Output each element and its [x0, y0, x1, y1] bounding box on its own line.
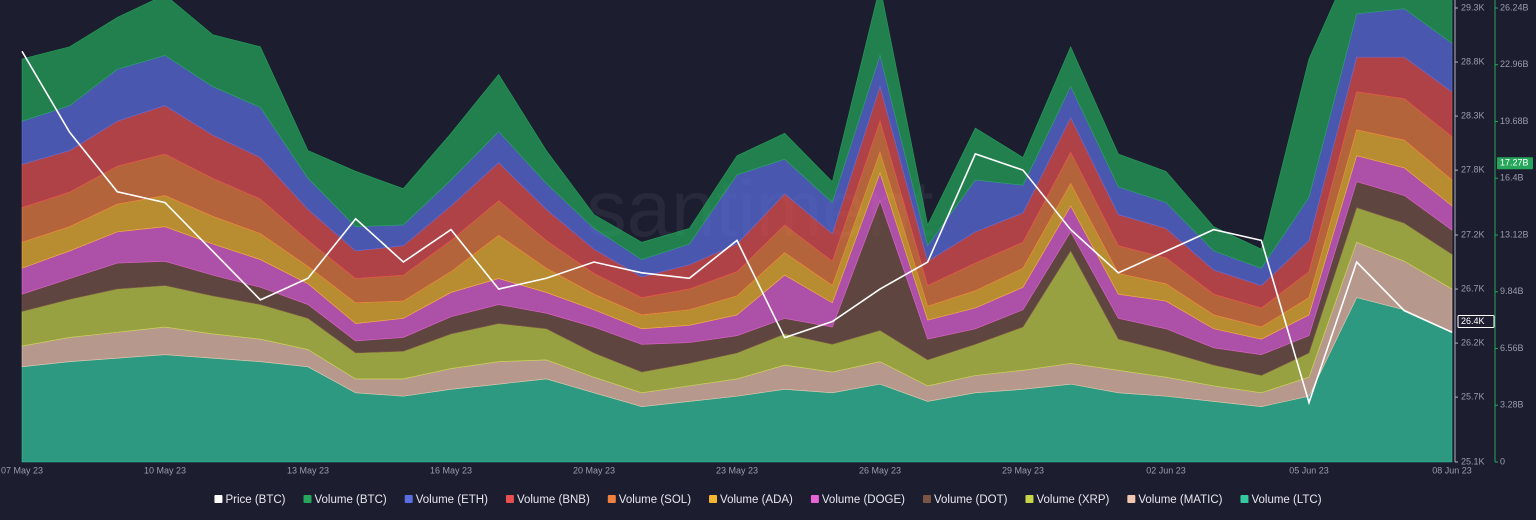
last-value-badge	[1497, 157, 1533, 170]
y2-tick-label: 6.56B	[1500, 343, 1524, 353]
legend-label: Volume (XRP)	[1036, 494, 1109, 506]
y-tick-label: 28.8K	[1461, 56, 1485, 66]
legend-label: Volume (ADA)	[720, 494, 793, 506]
y2-tick-label: 9.84B	[1500, 286, 1524, 296]
y-tick-label: 25.1K	[1461, 456, 1485, 466]
y2-tick-label: 3.28B	[1500, 400, 1524, 410]
x-tick-label: 20 May 23	[573, 465, 615, 475]
legend-label: Volume (LTC)	[1251, 494, 1321, 506]
x-tick-label: 10 May 23	[144, 465, 186, 475]
y-tick-label: 27.2K	[1461, 229, 1485, 239]
legend-swatch	[505, 495, 514, 503]
last-value-badge	[1457, 314, 1495, 328]
legend-swatch	[1127, 495, 1136, 503]
x-tick-label: 05 Jun 23	[1289, 465, 1329, 475]
legend-label: Volume (SOL)	[619, 494, 691, 506]
legend-swatch	[1240, 495, 1249, 503]
y-tick-label: 26.2K	[1461, 337, 1485, 347]
x-tick-label: 13 May 23	[287, 465, 329, 475]
legend-swatch	[607, 495, 616, 503]
legend: Price (BTC) Volume (BTC) Volume (ETH) Volum…	[214, 494, 1322, 506]
x-tick-label: 26 May 23	[859, 465, 901, 475]
legend-swatch	[303, 495, 312, 503]
volume-area	[21, 0, 1453, 269]
x-tick-label: 02 Jun 23	[1146, 465, 1186, 475]
y-tick-label: 26.7K	[1461, 283, 1485, 293]
last-value-label: 17.27B	[1500, 158, 1529, 168]
legend-label: Volume (MATIC)	[1138, 494, 1222, 506]
legend-swatch	[214, 495, 223, 503]
y-tick-label: 27.8K	[1461, 165, 1485, 175]
price-line	[21, 50, 1453, 406]
legend-label: Volume (BNB)	[517, 494, 590, 506]
legend-swatch	[404, 495, 413, 503]
last-value-label: 26.4K	[1461, 316, 1485, 326]
legend-swatch	[709, 495, 718, 503]
x-tick-label: 07 May 23	[1, 465, 43, 475]
y2-tick-label: 16.4B	[1500, 173, 1524, 183]
y2-tick-label: 19.68B	[1500, 116, 1529, 126]
y2-tick-label: 26.24B	[1500, 2, 1529, 12]
x-tick-label: 29 May 23	[1002, 465, 1044, 475]
x-tick-label: 23 May 23	[716, 465, 758, 475]
legend-swatch	[1025, 495, 1034, 503]
legend-label: Volume (BTC)	[315, 494, 387, 506]
y-tick-label: 29.3K	[1461, 2, 1485, 12]
legend-swatch	[810, 495, 819, 503]
y-tick-label: 25.7K	[1461, 392, 1485, 402]
legend-label: Volume (DOGE)	[822, 494, 905, 506]
x-tick-label: 16 May 23	[430, 465, 472, 475]
y2-tick-label: 22.96B	[1500, 59, 1529, 69]
y2-tick-label: 0	[1500, 456, 1505, 466]
x-tick-label: 08 Jun 23	[1432, 465, 1472, 475]
legend-label: Price (BTC)	[225, 494, 285, 506]
legend-swatch	[922, 495, 931, 503]
y-tick-label: 28.3K	[1461, 110, 1485, 120]
y2-tick-label: 13.12B	[1500, 229, 1529, 239]
legend-label: Volume (DOT)	[934, 494, 1008, 506]
legend-label: Volume (ETH)	[416, 494, 488, 506]
